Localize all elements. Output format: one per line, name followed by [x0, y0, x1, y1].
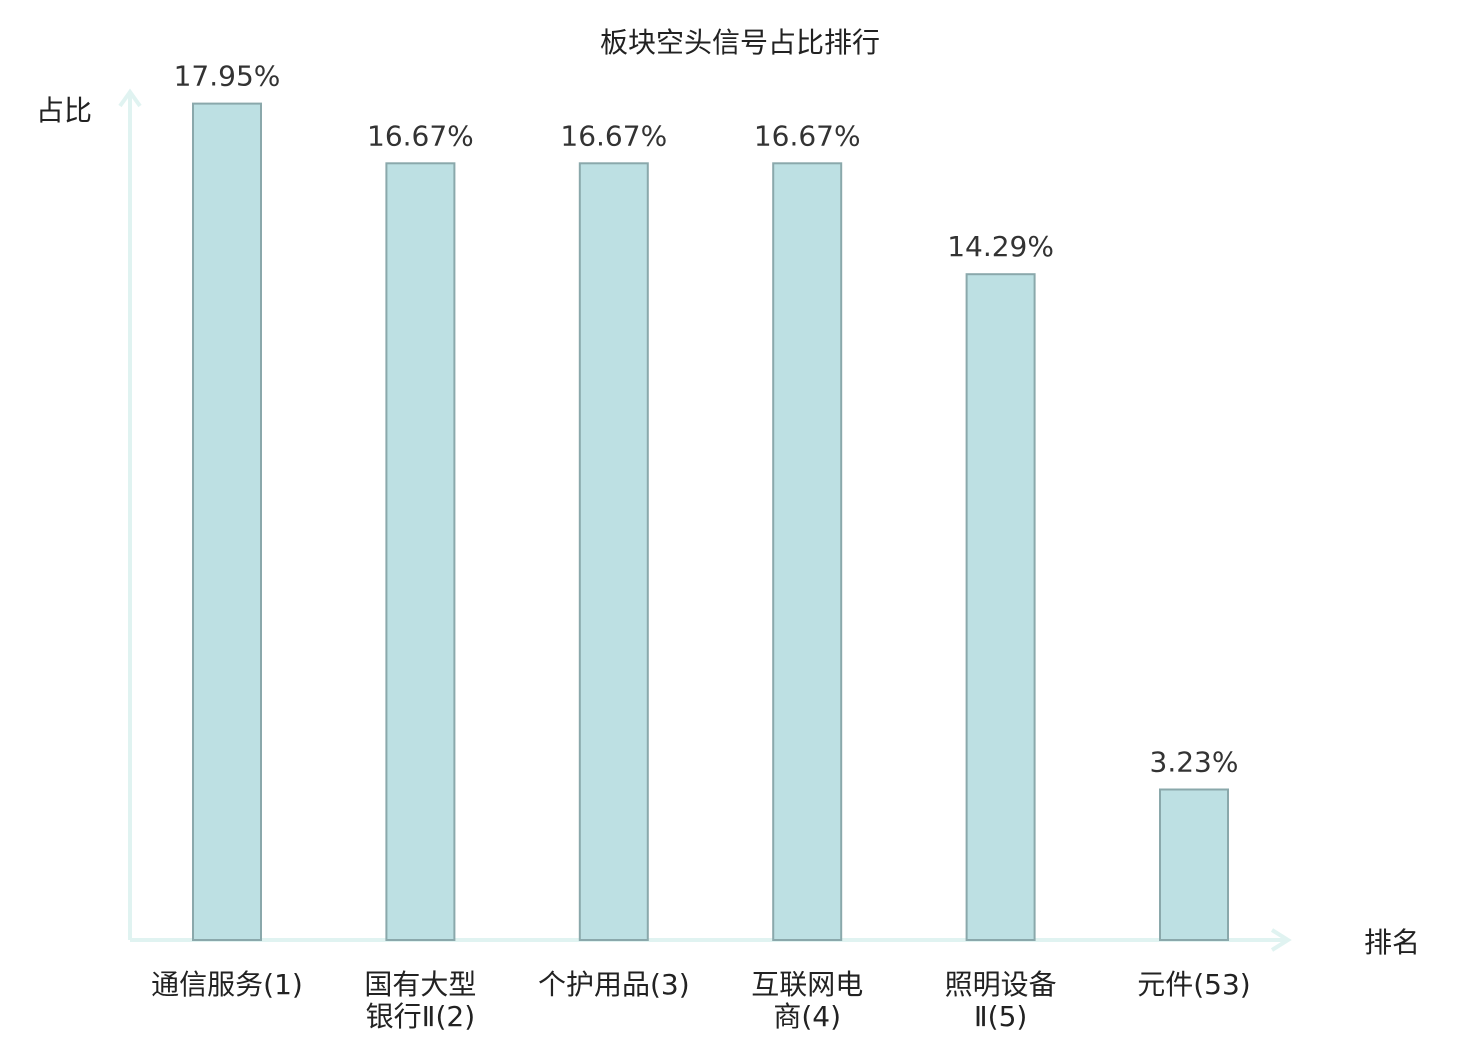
category-label-2: 国有大型银行Ⅱ(2) [364, 968, 476, 1033]
value-label-3: 16.67% [560, 119, 667, 152]
value-label-2: 16.67% [367, 119, 474, 152]
category-label-4: 互联网电商(4) [751, 968, 863, 1033]
category-label-6-line-1: 元件(53) [1137, 968, 1250, 1001]
category-label-5-line-2: Ⅱ(5) [974, 1000, 1027, 1033]
y-axis [118, 88, 142, 940]
y-axis-label: 占比 [36, 94, 92, 127]
bar-3 [578, 162, 649, 942]
category-label-3-line-1: 个护用品(3) [538, 968, 690, 1001]
value-label-1: 17.95% [174, 60, 281, 93]
value-label-6: 3.23% [1150, 746, 1239, 779]
category-label-1: 通信服务(1) [151, 968, 303, 1001]
category-label-4-line-1: 互联网电 [751, 968, 863, 1001]
bar-5 [965, 273, 1036, 941]
category-label-2-line-1: 国有大型 [364, 968, 476, 1001]
category-label-2-line-2: 银行Ⅱ(2) [366, 1000, 475, 1033]
category-label-6: 元件(53) [1137, 968, 1250, 1001]
bar-6 [1159, 788, 1229, 941]
bar-4 [772, 162, 843, 942]
chart-title: 板块空头信号占比排行 [600, 26, 880, 59]
category-label-3: 个护用品(3) [538, 968, 690, 1001]
value-label-5: 14.29% [947, 230, 1054, 263]
value-label-4: 16.67% [754, 119, 861, 152]
x-axis [130, 928, 1292, 952]
bars-group [192, 102, 1229, 942]
category-label-4-line-2: 商(4) [773, 1000, 841, 1033]
category-label-5: 照明设备 Ⅱ(5) [945, 968, 1057, 1033]
category-labels-group: 通信服务(1) 国有大型银行Ⅱ(2) 个护用品(3) 互联网电商(4) 照明设备 Ⅱ(5)… [151, 968, 1251, 1033]
bar-2 [385, 162, 456, 942]
x-axis-label: 排名 [1364, 926, 1420, 959]
category-label-5-line-1: 照明设备 [945, 968, 1057, 1001]
category-label-1-line-1: 通信服务(1) [151, 968, 303, 1001]
value-labels-group: 17.95% 16.67% 16.67% 16.67% 14.29% 3.23% [174, 60, 1239, 779]
bar-1 [192, 102, 262, 942]
